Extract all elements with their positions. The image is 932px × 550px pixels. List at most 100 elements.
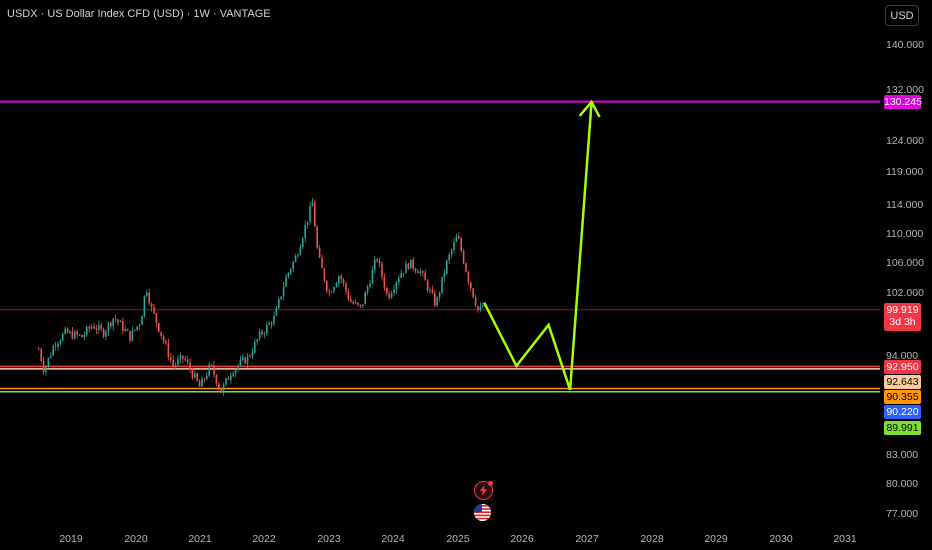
candle-body: [86, 326, 88, 335]
candle-body: [136, 326, 138, 330]
resistance-badge: 130.245: [884, 95, 922, 109]
candle-body: [107, 322, 110, 332]
us-flag-glyph: [474, 504, 491, 521]
candle-body: [114, 318, 117, 320]
candle-body: [158, 322, 160, 332]
candle-body: [52, 346, 54, 356]
candle-body: [138, 325, 141, 327]
time-tick: 2019: [59, 533, 83, 545]
candle-body: [117, 319, 119, 323]
candle-body: [66, 328, 69, 333]
candle-body: [474, 297, 477, 306]
time-tick: 2020: [124, 533, 148, 545]
candle-body: [124, 329, 126, 332]
candle-body: [386, 288, 388, 294]
candle-body: [450, 249, 453, 255]
candle-body: [309, 206, 311, 222]
candle-body: [414, 268, 417, 272]
time-tick: 2023: [317, 533, 341, 545]
candle-body: [306, 221, 309, 225]
candle-body: [242, 357, 244, 360]
candle-body: [366, 286, 369, 293]
candle-body: [78, 334, 81, 336]
candle-body: [112, 318, 114, 327]
candle-body: [184, 358, 186, 360]
us-flag-icon[interactable]: [474, 504, 491, 521]
candle-body: [278, 299, 280, 309]
candle-body: [270, 322, 273, 325]
candle-body: [194, 373, 196, 378]
price-tick: 114.000: [886, 199, 924, 211]
candle-body: [268, 322, 270, 325]
candle-body: [412, 259, 414, 269]
candle-body: [448, 254, 450, 261]
candle-body: [201, 378, 203, 387]
candle-body: [160, 331, 162, 337]
candle-body: [88, 326, 90, 329]
price-tick: 106.000: [886, 257, 924, 269]
candle-body: [441, 276, 443, 293]
currency-button[interactable]: USD: [885, 5, 919, 26]
support-badge-2: 92.643: [884, 375, 921, 389]
candle-body: [273, 315, 275, 325]
candle-body: [222, 384, 225, 394]
candle-body: [203, 378, 206, 380]
price-tick: 124.000: [886, 135, 924, 147]
candle-body: [395, 282, 398, 290]
price-tick: 119.000: [886, 166, 924, 178]
candle-body: [460, 238, 462, 251]
candle-body: [62, 333, 64, 341]
candle-body: [206, 375, 208, 380]
candle-body: [388, 293, 390, 298]
candle-body: [407, 263, 410, 269]
candle-body: [330, 291, 333, 293]
candle-body: [294, 256, 297, 262]
candle-body: [352, 302, 354, 304]
candle-body: [50, 355, 52, 358]
candle-body: [297, 255, 299, 257]
candle-body: [90, 326, 93, 329]
candle-body: [42, 360, 45, 372]
price-tick: 140.000: [886, 39, 924, 51]
candle-body: [148, 292, 150, 304]
time-tick: 2026: [510, 533, 534, 545]
candle-body: [338, 276, 340, 284]
candle-body: [254, 341, 256, 353]
candle-body: [256, 339, 258, 342]
candle-body: [110, 322, 112, 327]
price-tick: 94.000: [886, 350, 919, 362]
projection-line: [483, 101, 593, 391]
candle-body: [350, 299, 352, 303]
candle-body: [54, 346, 57, 348]
candle-body: [141, 316, 143, 326]
candle-body: [419, 271, 422, 274]
candle-body: [422, 271, 424, 273]
candle-body: [369, 283, 371, 287]
candle-body: [191, 369, 194, 378]
candle-body: [213, 365, 215, 375]
candle-body: [424, 272, 426, 281]
candle-body: [458, 236, 460, 239]
price-tick: 77.000: [886, 508, 919, 520]
candle-body: [316, 226, 318, 248]
candle-body: [71, 331, 74, 339]
candle-body: [374, 259, 376, 270]
candle-body: [198, 380, 201, 387]
candle-body: [364, 292, 366, 305]
candle-body: [410, 259, 412, 269]
candle-body: [227, 378, 230, 380]
lightning-icon[interactable]: [474, 481, 493, 500]
candle-body: [81, 334, 83, 338]
candle-body: [434, 292, 436, 306]
candle-body: [179, 355, 182, 360]
candle-body: [64, 328, 66, 334]
candlestick-series: [38, 198, 484, 396]
candle-body: [172, 359, 174, 367]
time-tick: 2024: [381, 533, 405, 545]
candle-body: [462, 250, 465, 264]
notification-dot: [488, 481, 493, 486]
candle-body: [102, 329, 105, 337]
candle-body: [210, 364, 213, 366]
candle-body: [443, 273, 446, 277]
